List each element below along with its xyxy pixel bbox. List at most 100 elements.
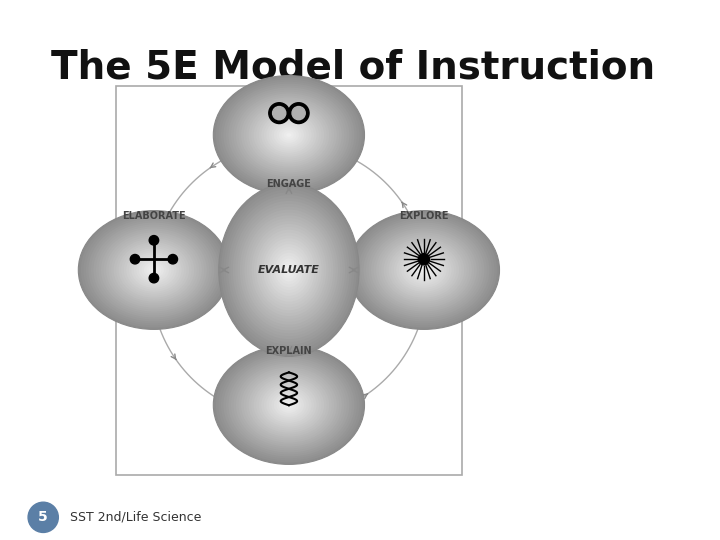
Ellipse shape [233,361,344,449]
Ellipse shape [243,99,334,171]
Ellipse shape [361,220,487,320]
Ellipse shape [119,242,189,298]
Ellipse shape [249,221,329,319]
Ellipse shape [89,219,220,321]
Ellipse shape [221,352,357,458]
Ellipse shape [416,264,431,276]
Ellipse shape [258,381,319,429]
Ellipse shape [131,252,176,288]
Ellipse shape [282,261,296,279]
Ellipse shape [226,192,352,348]
Ellipse shape [374,231,474,309]
Ellipse shape [401,252,446,288]
Text: 5: 5 [38,510,48,524]
Ellipse shape [264,115,314,155]
Ellipse shape [216,348,362,462]
Ellipse shape [240,210,338,330]
Ellipse shape [261,383,317,427]
Ellipse shape [121,244,186,296]
Ellipse shape [251,105,327,165]
Ellipse shape [376,232,472,308]
Ellipse shape [276,125,302,145]
Ellipse shape [221,82,357,188]
Ellipse shape [282,129,297,141]
Ellipse shape [226,355,352,455]
Ellipse shape [269,119,309,151]
Ellipse shape [414,262,434,278]
Ellipse shape [116,240,192,300]
Ellipse shape [381,237,467,303]
Ellipse shape [251,375,327,435]
Circle shape [149,235,158,245]
Ellipse shape [246,102,332,168]
Ellipse shape [238,96,339,174]
Ellipse shape [233,91,344,179]
Ellipse shape [384,238,464,302]
Ellipse shape [223,190,354,350]
Ellipse shape [271,121,307,149]
Ellipse shape [231,360,347,450]
Ellipse shape [96,225,212,315]
Ellipse shape [251,224,326,316]
Ellipse shape [264,238,315,302]
Circle shape [273,106,286,120]
Ellipse shape [279,259,298,281]
Text: EVALUATE: EVALUATE [258,265,320,275]
Ellipse shape [287,133,292,137]
Ellipse shape [279,397,299,413]
Ellipse shape [146,264,161,276]
Ellipse shape [379,234,469,306]
Circle shape [269,103,289,124]
Ellipse shape [86,217,222,323]
Ellipse shape [141,260,166,280]
Ellipse shape [421,268,426,272]
Ellipse shape [246,372,332,438]
Ellipse shape [389,242,459,298]
Ellipse shape [287,267,292,273]
Ellipse shape [354,214,495,326]
Ellipse shape [233,201,345,339]
Ellipse shape [81,213,227,327]
Ellipse shape [101,228,207,312]
Text: The 5E Model of Instruction: The 5E Model of Instruction [51,49,655,86]
Ellipse shape [94,222,215,318]
Ellipse shape [261,113,317,157]
Ellipse shape [266,117,312,153]
Ellipse shape [399,250,449,290]
Ellipse shape [235,204,343,336]
Text: SST 2nd/Life Science: SST 2nd/Life Science [71,511,202,524]
Ellipse shape [223,354,354,456]
Circle shape [292,106,305,120]
Ellipse shape [273,250,305,290]
Ellipse shape [243,369,334,441]
Ellipse shape [406,256,441,284]
Ellipse shape [104,231,204,309]
Ellipse shape [275,253,303,287]
Ellipse shape [106,232,202,308]
Ellipse shape [226,85,352,185]
Ellipse shape [241,97,337,173]
Circle shape [130,254,140,264]
Ellipse shape [228,87,349,183]
Ellipse shape [254,227,324,313]
Ellipse shape [144,262,164,278]
Text: ELABORATE: ELABORATE [122,211,186,221]
Ellipse shape [274,123,304,147]
Ellipse shape [409,258,439,282]
FancyBboxPatch shape [116,86,462,475]
Ellipse shape [268,244,310,296]
Ellipse shape [271,391,307,419]
Ellipse shape [366,225,482,315]
Ellipse shape [78,211,230,329]
Ellipse shape [218,349,359,461]
Ellipse shape [264,385,314,425]
Ellipse shape [386,240,462,300]
Ellipse shape [396,248,451,292]
Ellipse shape [253,377,324,433]
Ellipse shape [371,228,477,312]
Text: EXPLORE: EXPLORE [399,211,449,221]
Ellipse shape [284,264,294,276]
Ellipse shape [151,268,156,272]
Ellipse shape [258,233,320,307]
Ellipse shape [356,217,492,323]
